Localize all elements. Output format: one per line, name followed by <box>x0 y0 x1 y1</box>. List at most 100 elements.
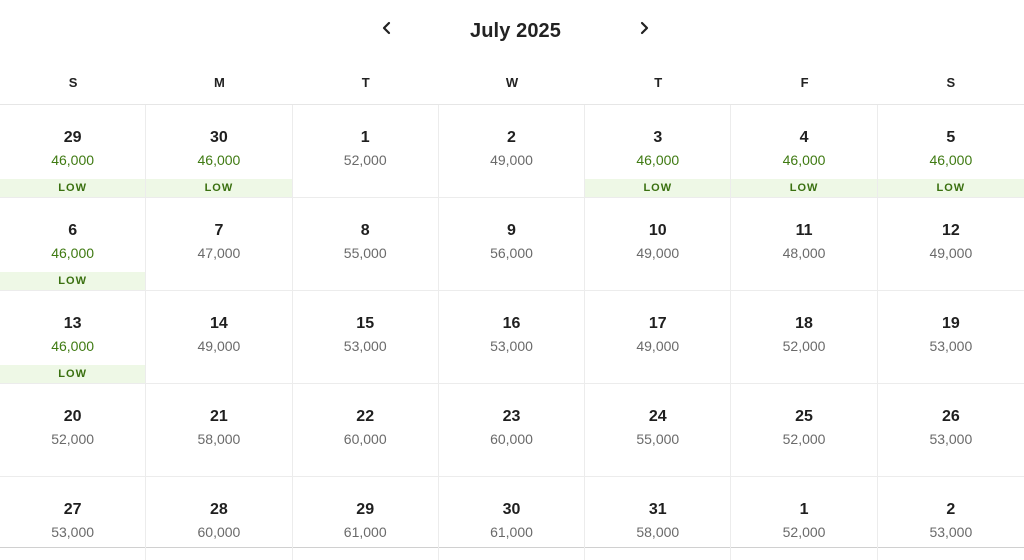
day-price: 55,000 <box>343 245 387 261</box>
day-number: 14 <box>210 315 228 332</box>
day-price: 60,000 <box>197 524 241 540</box>
calendar-day-cell[interactable]: 15 53,000 <box>292 291 439 384</box>
calendar-day-cell[interactable]: 1 52,000 <box>731 477 878 560</box>
low-price-badge: LOW <box>0 272 146 290</box>
weekday-label: S <box>946 75 956 90</box>
calendar-day-cell[interactable]: 6 46,000 LOW <box>0 198 147 291</box>
day-number: 12 <box>941 222 960 239</box>
calendar-day-cell[interactable]: 25 52,000 <box>731 384 878 477</box>
previous-month-button[interactable] <box>373 14 401 42</box>
day-price: 61,000 <box>343 524 387 540</box>
day-price: 53,000 <box>929 431 973 447</box>
day-price: 60,000 <box>490 431 533 447</box>
calendar-day-cell[interactable]: 26 53,000 <box>877 384 1024 477</box>
day-number: 2 <box>507 129 516 146</box>
day-price: 46,000 <box>929 152 973 168</box>
calendar-day-cell[interactable]: 19 53,000 <box>877 291 1024 384</box>
calendar-day-cell[interactable]: 11 48,000 <box>731 198 878 291</box>
day-price: 52,000 <box>782 338 826 354</box>
calendar-day-cell[interactable]: 5 46,000 LOW <box>877 105 1024 198</box>
calendar-day-cell[interactable]: 23 60,000 <box>438 384 586 477</box>
day-number: 16 <box>502 315 521 332</box>
day-price: 53,000 <box>929 338 973 354</box>
calendar-day-cell[interactable]: 8 55,000 <box>292 198 439 291</box>
day-number: 15 <box>356 315 375 332</box>
day-number: 18 <box>795 315 813 332</box>
calendar-day-cell[interactable]: 14 49,000 <box>146 291 293 384</box>
day-price: 47,000 <box>197 245 241 261</box>
calendar-day-cell[interactable]: 31 58,000 <box>585 477 732 560</box>
weekday-label: T <box>361 75 370 90</box>
day-price: 52,000 <box>343 152 387 168</box>
calendar-day-cell[interactable]: 21 58,000 <box>146 384 293 477</box>
day-price: 46,000 <box>782 152 826 168</box>
calendar-day-cell[interactable]: 2 49,000 <box>438 105 586 198</box>
calendar-day-cell[interactable]: 24 55,000 <box>585 384 732 477</box>
day-number: 1 <box>799 501 809 518</box>
calendar-day-cell[interactable]: 27 53,000 <box>0 477 147 560</box>
day-number: 9 <box>507 222 516 239</box>
day-price: 49,000 <box>636 338 680 354</box>
day-price: 46,000 <box>51 152 95 168</box>
day-number: 31 <box>648 501 667 518</box>
calendar-day-cell[interactable]: 20 52,000 <box>0 384 147 477</box>
calendar-day-cell[interactable]: 10 49,000 <box>585 198 732 291</box>
day-number: 4 <box>799 129 809 146</box>
calendar-day-cell[interactable]: 12 49,000 <box>877 198 1024 291</box>
calendar-header: July 2025 <box>0 0 1024 62</box>
day-number: 5 <box>946 129 956 146</box>
calendar-day-cell[interactable]: 16 53,000 <box>438 291 586 384</box>
day-number: 30 <box>210 129 228 146</box>
calendar-day-cell[interactable]: 7 47,000 <box>146 198 293 291</box>
weekday-label: S <box>68 75 78 90</box>
day-price: 60,000 <box>343 431 387 447</box>
chevron-right-icon <box>640 21 649 35</box>
day-price: 52,000 <box>51 431 95 447</box>
low-price-badge: LOW <box>731 179 877 197</box>
day-number: 8 <box>360 222 370 239</box>
day-price: 49,000 <box>636 245 680 261</box>
day-number: 25 <box>795 408 813 425</box>
day-number: 3 <box>653 129 663 146</box>
day-number: 6 <box>68 222 78 239</box>
day-number: 2 <box>946 501 956 518</box>
calendar-day-cell[interactable]: 22 60,000 <box>292 384 439 477</box>
calendar-day-cell[interactable]: 9 56,000 <box>438 198 586 291</box>
next-month-button[interactable] <box>630 14 658 42</box>
low-price-badge: LOW <box>585 179 731 197</box>
day-number: 22 <box>356 408 375 425</box>
calendar-day-cell[interactable]: 17 49,000 <box>585 291 732 384</box>
day-price: 55,000 <box>636 431 680 447</box>
day-price: 61,000 <box>490 524 533 540</box>
day-price: 46,000 <box>197 152 241 168</box>
day-price: 53,000 <box>490 338 533 354</box>
day-price: 48,000 <box>782 245 826 261</box>
weekday-label: M <box>214 75 225 90</box>
day-number: 24 <box>648 408 667 425</box>
day-price: 49,000 <box>929 245 973 261</box>
calendar-day-cell[interactable]: 28 60,000 <box>146 477 293 560</box>
calendar-day-cell[interactable]: 18 52,000 <box>731 291 878 384</box>
calendar-day-cell[interactable]: 30 61,000 <box>439 477 586 560</box>
day-number: 29 <box>63 129 82 146</box>
calendar-day-cell[interactable]: 4 46,000 LOW <box>731 105 878 198</box>
day-number: 27 <box>63 501 82 518</box>
calendar-day-cell[interactable]: 1 52,000 <box>292 105 439 198</box>
day-price: 52,000 <box>782 524 826 540</box>
day-price: 46,000 <box>636 152 680 168</box>
day-number: 17 <box>648 315 667 332</box>
calendar-day-cell[interactable]: 13 46,000 LOW <box>0 291 147 384</box>
calendar-day-cell[interactable]: 2 53,000 <box>878 477 1024 560</box>
day-number: 26 <box>941 408 960 425</box>
calendar-day-cell[interactable]: 30 46,000 LOW <box>146 105 293 198</box>
weekday-label: T <box>654 75 663 90</box>
calendar-day-cell[interactable]: 29 61,000 <box>293 477 439 560</box>
day-number: 20 <box>63 408 82 425</box>
calendar-day-cell[interactable]: 3 46,000 LOW <box>585 105 732 198</box>
day-number: 19 <box>941 315 960 332</box>
calendar-day-cell[interactable]: 29 46,000 LOW <box>0 105 147 198</box>
day-number: 21 <box>210 408 228 425</box>
low-price-badge: LOW <box>0 179 146 197</box>
